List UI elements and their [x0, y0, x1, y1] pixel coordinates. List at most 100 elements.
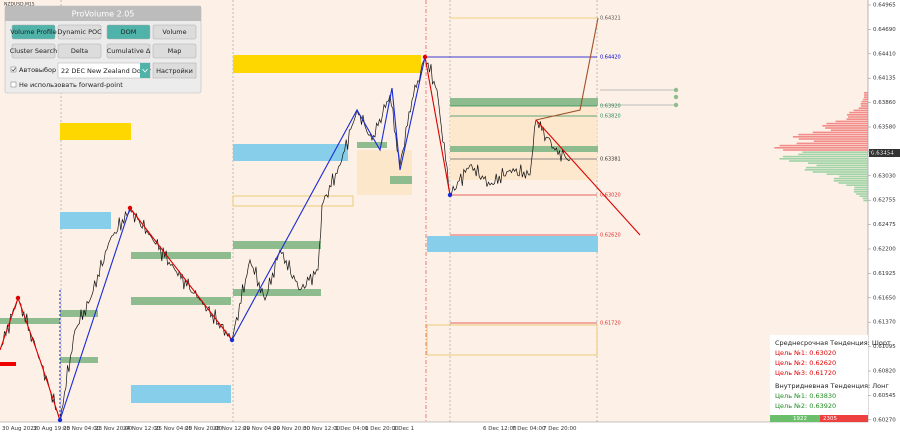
profile-bar: [846, 184, 868, 186]
profile-bar: [839, 175, 868, 178]
sell-count: 2305: [823, 416, 837, 422]
price-label: 0.62200: [873, 247, 896, 253]
time-label: 6 Dec 12:00: [483, 426, 517, 432]
price-label: 0.60820: [873, 369, 896, 375]
price-label: 0.64965: [873, 3, 896, 9]
profile-bar: [833, 177, 868, 180]
profile-bar: [849, 111, 868, 114]
pivot: [127, 205, 133, 211]
button-label: Cluster Search: [10, 47, 57, 55]
profile-bar: [813, 140, 868, 142]
price-label: 0.63580: [873, 125, 896, 131]
settings-label: Настройки: [156, 67, 193, 75]
panel-button[interactable]: [57, 24, 102, 40]
time-axis: [0, 422, 868, 435]
button-grid: Volume Profile Dynamic POC DOM Volume Cluste…: [10, 24, 197, 59]
profile-bar: [806, 166, 868, 169]
price-label: 0.60270: [873, 417, 896, 423]
profile-bar: [864, 96, 868, 98]
panel-button[interactable]: [152, 43, 197, 59]
pivot: [15, 295, 21, 301]
level-label: 0.61720: [600, 321, 621, 327]
profile-bar: [863, 98, 868, 101]
panel-button[interactable]: [106, 24, 151, 40]
price-label: 0.61370: [873, 320, 896, 326]
time-label: 29 Nov 04:00: [243, 426, 281, 432]
provolume-panel: ProVolume 2.05 Volume Profile Dynamic POC…: [4, 5, 202, 94]
zigzag: [0, 17, 641, 421]
price-line: [0, 55, 571, 422]
profile-bar: [812, 171, 868, 173]
info-bg: [770, 335, 868, 415]
pivot: [447, 192, 453, 198]
profile-bar: [826, 173, 868, 175]
price-label: 0.64135: [873, 76, 896, 82]
volume-level: [450, 146, 598, 152]
panel-button[interactable]: [152, 24, 197, 40]
profile-bar: [779, 144, 868, 147]
medium-trend: Среднесрочная Тенденция: Шорт: [775, 339, 891, 347]
range-zone: [357, 150, 412, 195]
checkbox[interactable]: [10, 66, 17, 73]
profile-bar: [853, 109, 868, 112]
price-label: 0.62755: [873, 198, 896, 204]
supply-zone: [60, 123, 131, 140]
time-label: 2 Dec 1: [393, 426, 414, 432]
level-box: [426, 324, 598, 356]
button-label: Volume Profile: [10, 28, 56, 36]
checkbox[interactable]: [10, 81, 17, 88]
price-label: 0.64690: [873, 27, 896, 33]
level-label: 0.63381: [600, 157, 621, 163]
arrow-icon: [142, 68, 148, 73]
time-label: 1 Dec 04:00: [335, 426, 369, 432]
profile-bar: [779, 158, 868, 160]
profile-bar: [863, 199, 868, 202]
profile-bar: [861, 100, 868, 103]
target: Цель №1: 0.63830: [775, 392, 836, 400]
volume-level: [233, 241, 321, 249]
price-label: 0.63860: [873, 100, 896, 106]
level-label: 0.64420: [600, 55, 621, 61]
volume-level: [60, 310, 98, 317]
demand-zone: [131, 385, 231, 403]
time-label: 7 Dec 04:00: [512, 426, 546, 432]
profile-bar: [792, 136, 868, 138]
panel-button[interactable]: [106, 43, 151, 59]
pivot: [422, 54, 428, 60]
target: Цель №1: 0.63020: [775, 349, 836, 357]
profile-bar: [822, 125, 868, 127]
current-price-box: [869, 149, 900, 157]
profile-bar: [804, 169, 868, 171]
profile-bar: [864, 94, 868, 96]
volume-level: [357, 142, 387, 148]
dropdown-arrow[interactable]: [140, 63, 150, 78]
level-label: 0.64321: [600, 16, 621, 22]
level-box: [232, 195, 354, 207]
price-label: 0.63030: [873, 173, 896, 179]
time-label: 25 Nov 04:00: [155, 426, 193, 432]
buy-count: 1922: [793, 416, 807, 422]
time-label: 7 Dec 20:00: [543, 426, 577, 432]
profile-bar: [833, 180, 868, 182]
settings-button[interactable]: [152, 62, 197, 79]
sell-bar: [820, 415, 868, 422]
profile-bar: [798, 138, 868, 140]
time-label: 23 Nov 04:00: [63, 426, 101, 432]
marker: [0, 362, 16, 366]
intraday-trend: Внутридневная Тенденция: Лонг: [775, 382, 889, 390]
time-label: 25 Nov 20:00: [185, 426, 223, 432]
check-mark: [11, 67, 16, 72]
level-label: 0.62620: [600, 233, 621, 239]
time-label: 29 Nov 20:00: [273, 426, 311, 432]
profile-bar: [838, 182, 868, 184]
panel-button[interactable]: [57, 43, 102, 59]
profile-bar: [835, 120, 868, 123]
panel-button[interactable]: [11, 24, 56, 40]
trend-info: Среднесрочная Тенденция: Шорт Цель №1: 0…: [770, 335, 891, 422]
panel-button[interactable]: [11, 43, 56, 59]
zigzag-up: [231, 56, 426, 341]
button-label: Dynamic POC: [57, 28, 102, 36]
profile-bar: [796, 142, 868, 145]
profile-bar: [860, 105, 868, 107]
button-label: Map: [168, 47, 182, 55]
